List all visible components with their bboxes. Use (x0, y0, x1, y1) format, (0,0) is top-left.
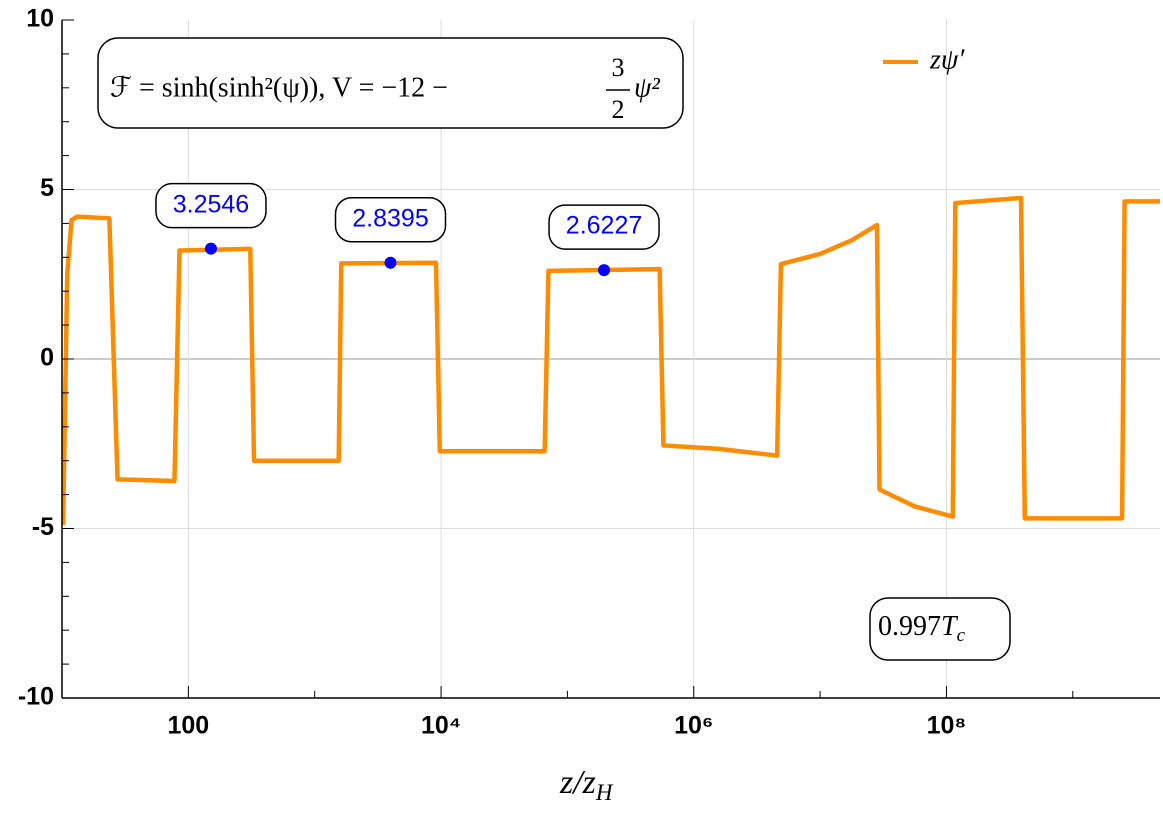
value-label: 2.6227 (566, 212, 642, 240)
formula-box (97, 37, 684, 129)
annotations: 3.2546 2.8395 2.6227 (155, 182, 660, 277)
marker-point (598, 264, 611, 277)
marker-point (204, 242, 217, 255)
formula-denominator: 2 (612, 95, 625, 124)
plot-area (62, 195, 1160, 526)
x-tick-label: 100 (167, 712, 209, 740)
y-tick-label: 5 (40, 174, 54, 202)
x-label-main: z/z (559, 764, 596, 801)
value-label: 3.2546 (173, 190, 249, 218)
marker-point (384, 256, 397, 269)
legend-label: zψ′ (929, 44, 965, 75)
y-tick-label: -5 (32, 513, 54, 541)
x-tick-label: 10⁶ (674, 712, 713, 740)
series-line (62, 195, 1160, 526)
formula: ℱ = sinh(sinh²(ψ)), V = −12 − (110, 72, 448, 103)
value-label-box (548, 204, 660, 250)
formula-numerator: 3 (612, 53, 625, 82)
temperature-label: 0.997Tc (878, 611, 966, 646)
temperature-value: 0.997 (878, 611, 941, 642)
temperature-box (869, 597, 1011, 661)
value-label-box (334, 196, 447, 243)
value-label-box (155, 182, 267, 229)
y-tick-label: 0 (40, 344, 54, 372)
formula-tail: ψ² (634, 72, 660, 103)
x-tick-label: 10⁸ (927, 712, 967, 740)
y-tick-label: -10 (18, 683, 54, 711)
axes: -10 -5 0 5 10 100 10⁴ 10⁶ 10⁸ (18, 5, 1160, 740)
temperature-symbol: T (941, 611, 959, 642)
temperature-subscript: c (957, 625, 966, 646)
x-tick-label: 10⁴ (421, 712, 461, 740)
y-tick-label: 10 (26, 5, 54, 33)
x-label-subscript: H (595, 780, 614, 805)
value-label: 2.8395 (352, 204, 428, 232)
x-axis-label: z/zH (559, 764, 614, 805)
